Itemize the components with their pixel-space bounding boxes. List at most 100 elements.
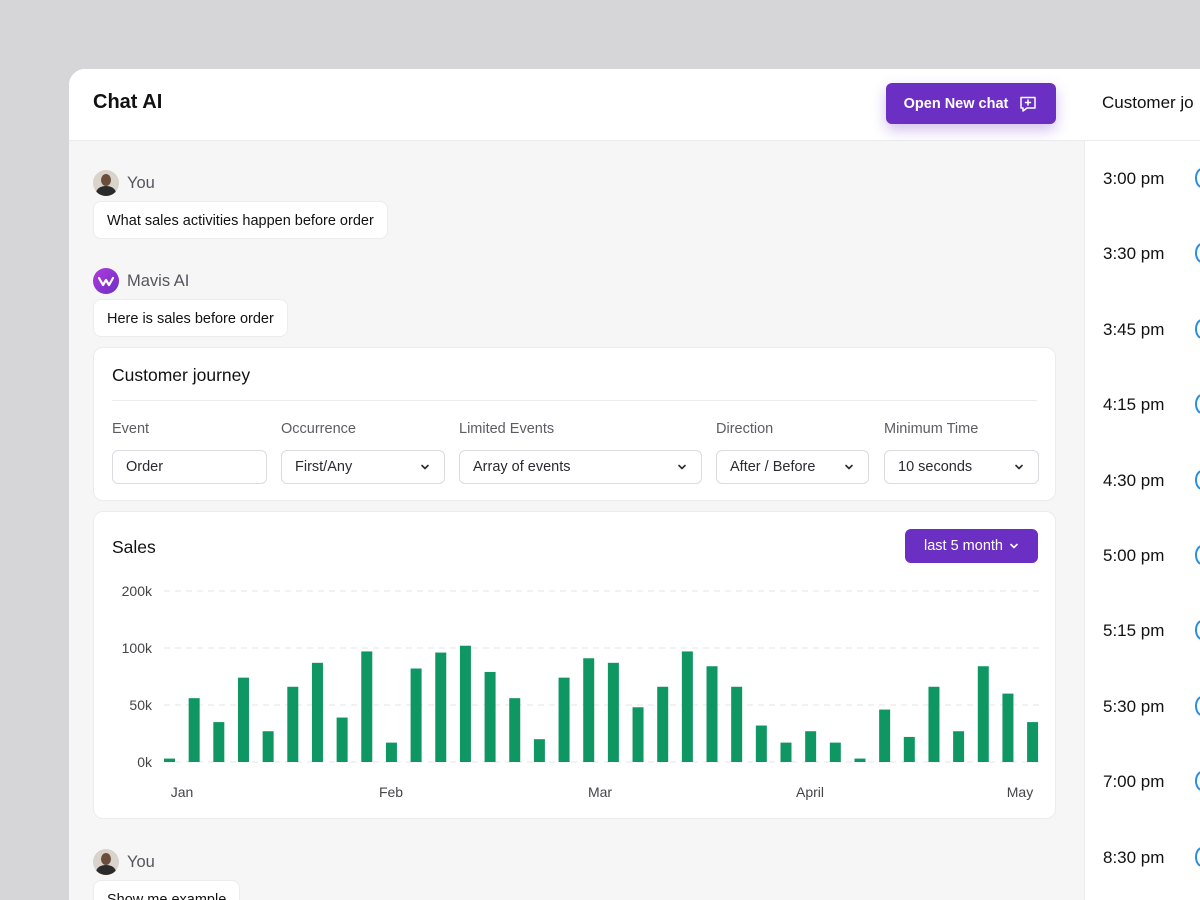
timeline-time: 4:30 pm [1103, 470, 1165, 490]
sales-bar[interactable] [632, 707, 644, 762]
sales-bar[interactable] [607, 662, 619, 762]
timeline-time: 3:30 pm [1103, 244, 1165, 264]
sales-bar[interactable] [953, 731, 965, 762]
timeline-node-icon [1195, 394, 1200, 415]
sales-chart-title: Sales [112, 537, 156, 557]
timeline-time: 4:15 pm [1103, 395, 1165, 415]
timeline-node-icon [1195, 469, 1200, 490]
sender-name: Mavis AI [127, 271, 190, 290]
sales-bar[interactable] [262, 731, 274, 762]
sales-bar-chart: 200k 100k 50k 0k Jan Feb Mar April May [122, 583, 1039, 800]
x-tick-label: Jan [171, 784, 194, 800]
period-dropdown-button[interactable]: last 5 month [905, 529, 1038, 563]
sales-bar[interactable] [706, 666, 718, 762]
ai-message-bubble: Here is sales before order [93, 299, 288, 337]
message-sender: You [93, 849, 155, 875]
sales-bar[interactable] [657, 686, 669, 762]
sales-chart-card: Sales last 5 month 200k 100k 50k 0k Jan Feb Ma… [93, 511, 1056, 819]
user-message-bubble: Show me example [93, 880, 241, 900]
sales-bar[interactable] [854, 758, 866, 762]
sales-bar[interactable] [311, 662, 323, 762]
timeline-time: 7:00 pm [1103, 772, 1165, 792]
field-value: Array of events [473, 459, 571, 475]
timeline-node-icon [1195, 620, 1200, 641]
sales-bar[interactable] [977, 666, 989, 762]
sales-bar[interactable] [164, 758, 175, 762]
timeline-time: 3:45 pm [1103, 319, 1165, 339]
sales-bar[interactable] [1002, 693, 1014, 762]
chevron-down-icon [1015, 464, 1023, 470]
sales-bar[interactable] [336, 717, 348, 762]
timeline-node-icon [1195, 243, 1200, 264]
y-tick-label: 0k [137, 754, 153, 770]
select-direction[interactable]: After / Before [716, 450, 869, 484]
new-chat-icon [1020, 96, 1037, 112]
sales-bar[interactable] [459, 645, 471, 762]
select-limited-events[interactable]: Array of events [459, 450, 702, 484]
timeline-node-icon [1195, 545, 1200, 565]
sales-bar[interactable] [385, 742, 397, 762]
field-label: Event [112, 421, 150, 437]
y-tick-label: 200k [122, 583, 153, 599]
sales-bar[interactable] [805, 731, 817, 762]
open-new-chat-button[interactable]: Open New chat [886, 83, 1056, 124]
sales-bar[interactable] [509, 698, 521, 762]
select-minimum-time[interactable]: 10 seconds [884, 450, 1039, 484]
header: Chat AI Open New chat [69, 69, 1084, 141]
field-value: Order [126, 459, 164, 475]
customer-journey-card: Customer journey Event Order Occurrence Fir… [93, 347, 1056, 501]
user-avatar [93, 170, 119, 196]
sales-bar[interactable] [879, 709, 891, 762]
field-label: Minimum Time [884, 421, 979, 437]
chevron-down-icon [678, 464, 686, 470]
customer-journey-title: Customer journey [112, 365, 251, 385]
sales-bar[interactable] [681, 651, 693, 762]
select-occurrence[interactable]: First/Any [281, 450, 445, 484]
sales-bar[interactable] [903, 736, 915, 762]
timeline-time: 5:15 pm [1103, 621, 1165, 641]
field-value: After / Before [730, 459, 816, 475]
sales-bar[interactable] [780, 742, 792, 762]
sender-name: You [127, 852, 155, 871]
x-tick-label: April [796, 784, 824, 800]
right-panel-title: Customer jo [1102, 93, 1194, 112]
input-event[interactable]: Order [112, 450, 267, 484]
x-tick-label: May [1007, 784, 1033, 800]
field-value: First/Any [295, 459, 353, 475]
sales-bar[interactable] [533, 739, 545, 762]
sales-bar[interactable] [213, 722, 225, 762]
mavis-ai-logo-icon [93, 268, 119, 294]
field-value: 10 seconds [898, 459, 973, 475]
timeline-time: 5:00 pm [1103, 546, 1165, 565]
sales-bar[interactable] [928, 686, 940, 762]
sales-bar[interactable] [558, 677, 570, 762]
sales-bar[interactable] [1027, 722, 1039, 762]
sales-bar[interactable] [484, 671, 496, 762]
timeline-node-icon [1195, 695, 1200, 716]
divider [112, 400, 1037, 401]
timeline-time: 5:30 pm [1103, 696, 1165, 716]
sales-bar[interactable] [755, 725, 767, 762]
chevron-down-icon [421, 464, 429, 470]
sender-name: You [127, 173, 155, 192]
message-sender: Mavis AI [93, 268, 189, 294]
field-label: Direction [716, 421, 774, 437]
sales-bar[interactable] [583, 658, 595, 762]
app-window: Chat AI Open New chat Customer jo 3:00 p… [69, 69, 1200, 900]
sales-bar[interactable] [361, 651, 373, 762]
sales-bar[interactable] [731, 686, 743, 762]
timeline-node-icon [1195, 771, 1200, 792]
sales-bar[interactable] [435, 652, 447, 762]
timeline-node-icon [1195, 318, 1200, 339]
chevron-down-icon [1010, 543, 1018, 549]
right-panel-header: Customer jo [1084, 69, 1200, 141]
sales-bar[interactable] [287, 686, 299, 762]
y-tick-label: 100k [122, 640, 153, 656]
sales-bar[interactable] [829, 742, 841, 762]
sales-bar[interactable] [410, 668, 422, 762]
sales-bar[interactable] [237, 677, 249, 762]
sales-bar[interactable] [188, 698, 200, 762]
customer-journey-timeline: 3:00 pm 3:30 pm 3:45 pm 4:15 pm 4:30 pm 5:00 … [1084, 141, 1200, 900]
period-label: last 5 month [924, 538, 1003, 554]
open-new-chat-label: Open New chat [903, 95, 1009, 112]
